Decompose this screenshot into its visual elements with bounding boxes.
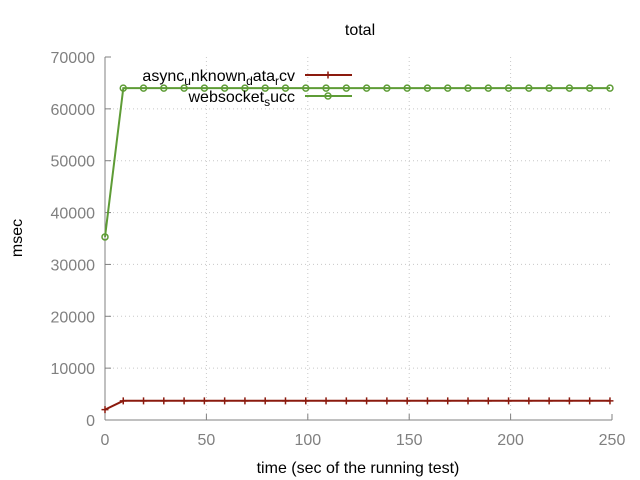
- legend-item-1: asyncunknowndatarcv: [142, 68, 352, 88]
- chart-title: total: [345, 22, 375, 39]
- data-point: [261, 397, 269, 405]
- legend-label: asyncunknowndatarcv: [142, 68, 295, 88]
- legend-sample-marker: [324, 71, 332, 79]
- data-point: [140, 397, 148, 405]
- data-point: [464, 397, 472, 405]
- data-point: [119, 397, 127, 405]
- data-point: [342, 397, 350, 405]
- data-point: [180, 397, 188, 405]
- data-point: [363, 397, 371, 405]
- x-tick-label: 250: [599, 432, 626, 449]
- legend-label-subscript: u: [184, 74, 191, 88]
- data-point: [119, 84, 128, 92]
- data-point: [302, 84, 310, 92]
- data-point: [322, 397, 330, 405]
- legend-label-part: nknown: [191, 68, 246, 85]
- series-line: [104, 87, 610, 238]
- data-point: [362, 84, 371, 92]
- y-tick-label: 60000: [51, 102, 96, 119]
- y-tick-label: 0: [86, 413, 95, 430]
- data-point: [443, 84, 452, 92]
- data-point: [586, 397, 594, 405]
- legend-label-part: websocket: [188, 89, 265, 106]
- data-point: [565, 397, 573, 405]
- legend-label-subscript: d: [246, 74, 253, 88]
- data-point: [261, 84, 269, 92]
- axes: [104, 56, 613, 421]
- data-point: [383, 397, 391, 405]
- legend-label-part: cv: [279, 68, 295, 85]
- data-point: [101, 406, 109, 414]
- data-point: [403, 84, 411, 92]
- data-point: [525, 84, 533, 92]
- grid: [105, 57, 612, 420]
- series-1: [101, 397, 614, 414]
- data-point: [180, 84, 188, 92]
- data-point: [444, 397, 452, 405]
- data-point: [220, 84, 229, 92]
- series-line: [104, 399, 610, 411]
- data-point: [241, 84, 249, 92]
- data-point: [200, 397, 208, 405]
- data-point: [484, 84, 493, 92]
- data-point: [606, 84, 614, 92]
- data-point: [423, 397, 431, 405]
- y-tick-label: 30000: [51, 257, 96, 274]
- y-tick-label: 50000: [51, 154, 96, 171]
- x-tick-label: 50: [198, 432, 216, 449]
- y-axis-label: msec: [9, 219, 26, 257]
- data-point: [545, 84, 553, 92]
- legend-label-part: ata: [253, 68, 275, 85]
- series-group: [101, 84, 614, 414]
- data-point: [221, 397, 229, 405]
- x-tick-label: 100: [294, 432, 321, 449]
- data-point: [505, 397, 513, 405]
- data-point: [383, 84, 391, 92]
- data-point: [464, 84, 472, 92]
- x-axis-label: time (sec of the running test): [257, 460, 460, 477]
- data-point: [322, 84, 330, 92]
- legend-item-2: websocketsucc: [188, 89, 352, 109]
- data-point: [565, 84, 574, 92]
- data-point: [241, 397, 249, 405]
- data-point: [403, 397, 411, 405]
- data-point: [585, 84, 594, 92]
- legend-label-part: async: [142, 68, 184, 85]
- data-point: [139, 84, 148, 92]
- data-point: [101, 233, 109, 241]
- data-point: [606, 397, 614, 405]
- series-2: [101, 84, 614, 241]
- data-point: [200, 84, 209, 92]
- data-point: [484, 397, 492, 405]
- y-tick-label: 40000: [51, 206, 96, 223]
- data-point: [423, 84, 432, 92]
- y-tick-label: 70000: [51, 50, 96, 67]
- legend-label-subscript: s: [264, 95, 270, 109]
- data-point: [525, 397, 533, 405]
- y-tick-label: 10000: [51, 361, 96, 378]
- data-point: [342, 84, 351, 92]
- tick-labels: 0 10000 20000 30000 40000 50000 60000 70000 0 50 1…: [51, 50, 626, 449]
- data-point: [160, 397, 168, 405]
- legend-label: websocketsucc: [188, 89, 296, 109]
- x-tick-label: 200: [497, 432, 524, 449]
- legend-sample-marker: [324, 92, 332, 100]
- x-tick-label: 0: [101, 432, 110, 449]
- legend-label-subscript: r: [275, 74, 279, 88]
- data-point: [302, 397, 310, 405]
- legend-label-part: ucc: [270, 89, 295, 106]
- data-point: [545, 397, 553, 405]
- data-point: [281, 397, 289, 405]
- x-tick-label: 150: [396, 432, 423, 449]
- data-point: [504, 84, 513, 92]
- data-point: [160, 84, 168, 92]
- y-tick-label: 20000: [51, 309, 96, 326]
- data-point: [281, 84, 290, 92]
